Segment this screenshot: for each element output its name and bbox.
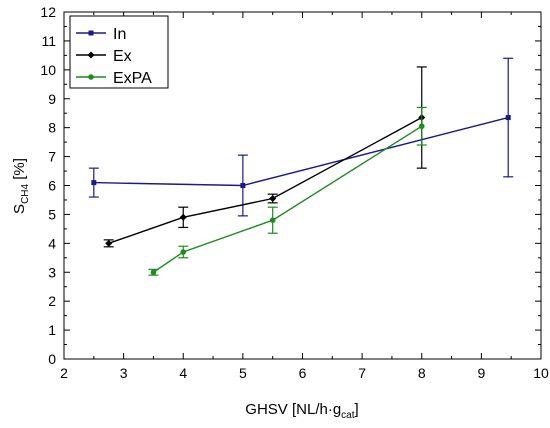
y-tick-label: 2: [48, 293, 56, 309]
legend-label: Ex: [113, 48, 132, 65]
legend-label: In: [113, 26, 126, 43]
x-tick-label: 9: [477, 365, 485, 381]
series-layer: [88, 57, 514, 276]
y-tick-label: 9: [48, 91, 56, 107]
data-point: [180, 249, 187, 255]
data-point: [269, 195, 277, 203]
legend-swatch-marker: [87, 51, 95, 59]
series-line: [93, 116, 509, 187]
axis-ticks: [63, 11, 542, 360]
y-tick-label: 3: [48, 264, 56, 280]
y-tick-label: 10: [40, 62, 56, 78]
data-point: [105, 239, 113, 247]
legend-swatch-marker: [88, 74, 94, 80]
y-tick-label: 7: [48, 149, 56, 165]
legend-entry-in: In: [76, 26, 126, 43]
x-tick-label: 6: [299, 365, 307, 381]
y-tick-label: 11: [41, 33, 56, 49]
series-expa: [148, 106, 427, 276]
data-point: [91, 180, 97, 186]
y-tick-label: 8: [48, 120, 56, 136]
x-tick-label: 2: [60, 365, 68, 381]
series-ex: [103, 66, 427, 248]
x-tick-label: 8: [418, 365, 426, 381]
legend-swatch-marker: [88, 30, 94, 36]
data-point: [505, 115, 511, 121]
y-tick-label: 12: [40, 4, 56, 20]
legend: In Ex ExPA: [69, 15, 169, 89]
legend-entry-ex: Ex: [76, 48, 132, 65]
data-point: [150, 269, 157, 276]
y-tick-label: 6: [48, 178, 56, 194]
legend-box: [69, 15, 169, 89]
y-axis-label: SCH4 [%]: [11, 158, 31, 214]
x-tick-label: 7: [358, 365, 366, 381]
legend-label: ExPA: [113, 70, 152, 87]
series-in: [88, 57, 514, 217]
y-tick-label: 5: [48, 206, 56, 222]
y-tick-label: 1: [48, 322, 56, 338]
x-tick-label: 10: [533, 365, 549, 381]
x-tick-label: 5: [239, 365, 247, 381]
x-axis-label: GHSV [NL/h·gcat]: [245, 401, 358, 421]
data-point: [179, 213, 187, 221]
legend-entry-expa: ExPA: [76, 70, 152, 87]
x-tick-label: 4: [179, 365, 187, 381]
x-tick-label: 3: [120, 365, 128, 381]
y-tick-label: 0: [48, 351, 56, 367]
series-line: [108, 116, 423, 244]
y-tick-label: 4: [48, 235, 56, 251]
data-point: [240, 183, 246, 188]
data-point: [418, 123, 425, 130]
data-point: [269, 217, 276, 223]
series-line: [153, 125, 423, 273]
